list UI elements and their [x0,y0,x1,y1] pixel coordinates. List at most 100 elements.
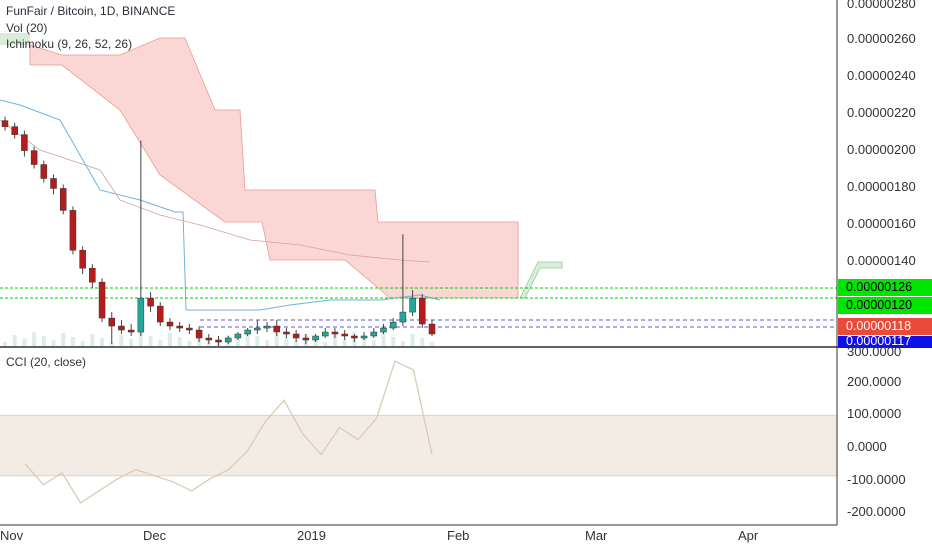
candle-body [118,325,125,331]
volume-bar [32,332,37,346]
candle-body [176,325,183,329]
volume-bar [265,340,270,346]
time-tick: Apr [738,528,759,543]
candle-body [1,120,9,127]
price-tick: 0.00000280 [847,0,916,11]
candle-body [263,325,271,329]
candle-body [205,337,213,341]
candle-body [331,331,339,335]
candle-body [244,329,251,335]
volume-bar [294,341,299,346]
candlestick-series [1,116,436,346]
candle-body [302,337,310,341]
candle-body [166,321,174,327]
volume-bar [12,335,17,346]
candle-body [273,325,280,333]
price-tag-3: 0.00000117 [838,336,932,348]
price-tick: 0.00000260 [847,31,916,46]
price-tag-2: 0.00000118 [838,318,932,335]
candle-body [370,331,378,337]
candle-body [127,329,135,333]
candle-body [21,134,28,151]
volume-bar [80,341,85,346]
candle-body [30,150,38,165]
volume-bar [410,334,415,346]
ichimoku-cloud [0,33,563,311]
volume-bar [167,333,172,346]
candle-body [137,297,145,333]
volume-bar [3,342,7,346]
volume-bar [420,338,425,346]
price-tick: 0.00000200 [847,142,916,157]
candle-body [98,281,106,319]
candle-body [380,327,387,333]
candle-body [186,327,193,331]
candle-body [40,164,48,179]
volume-bar [255,336,260,346]
volume-bar [109,342,114,346]
cci-tick: -200.0000 [847,504,906,519]
volume-bar [158,340,163,346]
candle-body [224,337,232,343]
candle-body [147,297,154,307]
price-tick: 0.00000140 [847,253,916,268]
volume-bar [22,339,27,346]
candle-body [341,333,348,337]
price-levels [0,287,837,346]
time-tick: Nov [0,528,24,543]
volume-bar [245,332,250,346]
candle-body [59,188,67,211]
candle-body [79,250,86,269]
cci-tick: 200.0000 [847,374,902,389]
cci-line [24,360,433,504]
candle-body [428,323,436,335]
candle-body [409,297,416,313]
price-tag-1: 0.00000120 [838,297,932,314]
ichimoku-indicator-label[interactable]: Ichimoku (9, 26, 52, 26) [6,37,133,51]
volume-indicator-label[interactable]: Vol (20) [6,21,48,35]
cci-tick: 300.0000 [847,344,902,359]
price-tick: 0.00000240 [847,68,916,83]
volume-bar [381,333,386,346]
candle-body [108,317,115,327]
price-tick: 0.00000220 [847,105,916,120]
volume-bar [313,338,318,346]
volume-bar [323,342,328,346]
time-tick: Feb [447,528,470,543]
volume-bar [177,337,182,346]
tenkan-line [0,99,441,311]
volume-bar [391,337,396,346]
candle-body [292,333,300,339]
cci-tick: 100.0000 [847,406,902,421]
volume-bar [332,335,337,346]
candle-body [322,331,329,337]
candle-body [50,178,57,189]
time-tick: Dec [143,528,167,543]
price-tick: 0.00000160 [847,216,916,231]
candle-body [360,335,368,339]
volume-bar [100,338,105,346]
candle-body [312,335,319,341]
volume-bar [371,340,376,346]
candle-body [254,327,261,331]
bullish-cloud [0,33,30,45]
candle-body [69,210,77,251]
volume-bar [61,333,66,346]
volume-bar [119,335,124,346]
candle-body [195,329,203,339]
volume-bar [362,336,367,346]
volume-bar [274,333,279,346]
volume-bar [70,337,75,346]
cci-indicator-label[interactable]: CCI (20, close) [6,355,87,369]
symbol-title: FunFair / Bitcoin, 1D, BINANCE [6,4,176,18]
volume-bar [90,334,95,346]
volume-bar [41,336,46,346]
candle-body [215,339,222,343]
volume-bar [138,332,143,346]
candle-body [399,311,407,323]
cci-band [0,415,837,476]
volume-bar [430,342,434,346]
volume-bar [51,340,56,346]
